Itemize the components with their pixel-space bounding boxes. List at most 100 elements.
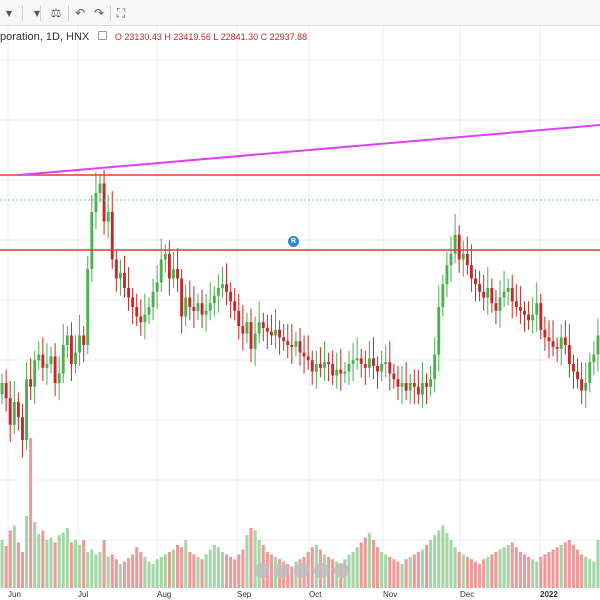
volume-bar: [473, 561, 478, 588]
candle: [502, 291, 506, 298]
candle: [404, 383, 408, 391]
candle: [261, 322, 265, 328]
candle: [8, 398, 12, 425]
candle: [233, 301, 237, 311]
candle: [445, 265, 449, 285]
volume-bar: [204, 554, 208, 588]
candle: [147, 307, 151, 315]
candle: [78, 335, 82, 353]
candle: [527, 314, 531, 321]
candle: [543, 329, 547, 338]
candle: [12, 402, 16, 425]
candle: [4, 383, 8, 399]
candle: [318, 364, 322, 368]
volume-bar: [8, 530, 12, 588]
volume-bar: [392, 559, 396, 588]
volume-bar: [24, 516, 29, 588]
volume-bar: [176, 544, 180, 588]
volume-bar: [408, 556, 412, 588]
volume-bar: [416, 552, 420, 588]
x-axis-label: Nov: [383, 590, 397, 599]
candle: [494, 303, 498, 311]
undo-icon[interactable]: ↶: [74, 6, 86, 20]
dropdown-icon[interactable]: ▾: [33, 6, 41, 20]
candle: [151, 291, 155, 307]
signal-marker[interactable]: R: [288, 236, 299, 247]
volume-bar: [482, 559, 486, 588]
volume-bar: [159, 556, 163, 588]
candle: [339, 369, 343, 374]
x-axis-label: Oct: [309, 590, 322, 599]
candle: [302, 352, 306, 357]
volume-bar: [514, 547, 518, 588]
fullscreen-icon[interactable]: ⛶: [116, 5, 126, 20]
candle: [200, 303, 204, 315]
candle: [563, 337, 567, 345]
candle: [139, 316, 143, 323]
chart-toolbar: ▾ ▾ ⚖ ↶ ↷ ⛶: [0, 0, 600, 26]
candle: [225, 284, 228, 292]
volume-bar: [359, 542, 363, 588]
volume-bar: [465, 556, 469, 588]
volume-bar: [420, 549, 424, 588]
candle: [572, 364, 575, 372]
candle: [388, 362, 392, 374]
candle: [363, 364, 367, 368]
volume-bar: [200, 559, 204, 588]
chart-nav-controls: [254, 563, 349, 578]
candle: [216, 288, 220, 296]
reset-button[interactable]: [294, 563, 309, 578]
volume-bar: [388, 556, 392, 588]
candle: [535, 303, 539, 315]
candle: [269, 331, 273, 336]
redo-icon[interactable]: ↷: [93, 6, 105, 20]
candle: [286, 341, 290, 345]
candle: [45, 364, 49, 368]
volume-bar: [584, 556, 588, 588]
volume-bar: [139, 552, 143, 588]
candle: [425, 383, 428, 387]
zoom-in-button[interactable]: [334, 563, 349, 578]
candle: [131, 297, 135, 307]
toolbar-divider: [22, 5, 23, 21]
volume-bar: [147, 561, 151, 588]
candle: [21, 417, 24, 440]
candle: [306, 356, 310, 361]
candle: [180, 278, 184, 317]
volume-bar: [155, 559, 159, 588]
candle: [514, 301, 518, 307]
volume-bar: [433, 535, 437, 588]
candle: [245, 322, 249, 334]
x-axis-label: Sep: [237, 590, 252, 599]
volume-bar: [53, 542, 57, 588]
volume-bar: [429, 540, 433, 588]
volume-bar: [29, 438, 33, 588]
candle: [65, 335, 69, 345]
volume-bar: [196, 556, 200, 588]
candle: [400, 383, 404, 387]
scroll-left-button[interactable]: [274, 563, 289, 578]
scroll-right-button[interactable]: [314, 563, 329, 578]
volume-bar: [73, 540, 78, 588]
volume-bar: [551, 549, 555, 588]
compare-icon[interactable]: ⚖: [50, 6, 62, 20]
candle: [465, 253, 469, 266]
chart-type-icon[interactable]: ▾: [5, 6, 13, 20]
volume-bar: [310, 547, 314, 588]
toolbar-divider: [110, 5, 111, 21]
visibility-toggle-icon[interactable]: [98, 31, 108, 40]
candle: [323, 362, 326, 368]
candle: [41, 354, 45, 368]
candle: [567, 345, 571, 364]
candle: [102, 183, 106, 222]
candle: [237, 310, 241, 326]
zoom-out-button[interactable]: [254, 563, 269, 578]
candle: [290, 345, 294, 347]
volume-bar: [192, 554, 196, 588]
candle: [584, 383, 588, 391]
volume-bar: [188, 552, 192, 588]
volume-bar: [506, 544, 510, 588]
volume-bar: [347, 554, 351, 588]
candle: [327, 362, 331, 364]
